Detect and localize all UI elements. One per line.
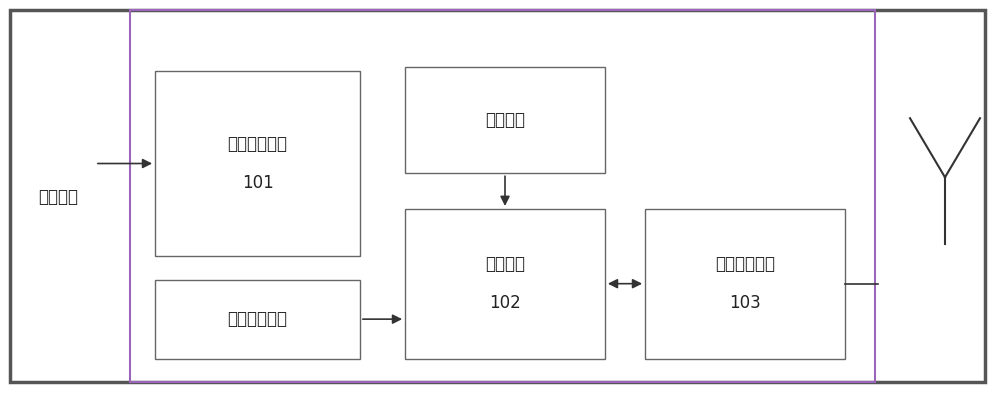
Text: 气味采集: 气味采集 — [38, 188, 78, 206]
Bar — [130, 10, 875, 382]
Text: 无线通信单元: 无线通信单元 — [715, 255, 775, 273]
Text: 103: 103 — [729, 294, 761, 312]
Text: 101: 101 — [242, 174, 273, 192]
Bar — [405, 209, 605, 359]
Bar — [155, 71, 360, 256]
Text: 特征提取模块: 特征提取模块 — [228, 310, 288, 328]
Bar — [155, 280, 360, 359]
Text: 102: 102 — [489, 294, 521, 312]
Text: 控制单元: 控制单元 — [485, 255, 525, 273]
Text: 气味检测单元: 气味检测单元 — [228, 135, 288, 153]
Bar — [405, 67, 605, 173]
Text: 布防按閔: 布防按閔 — [485, 111, 525, 129]
Bar — [645, 209, 845, 359]
